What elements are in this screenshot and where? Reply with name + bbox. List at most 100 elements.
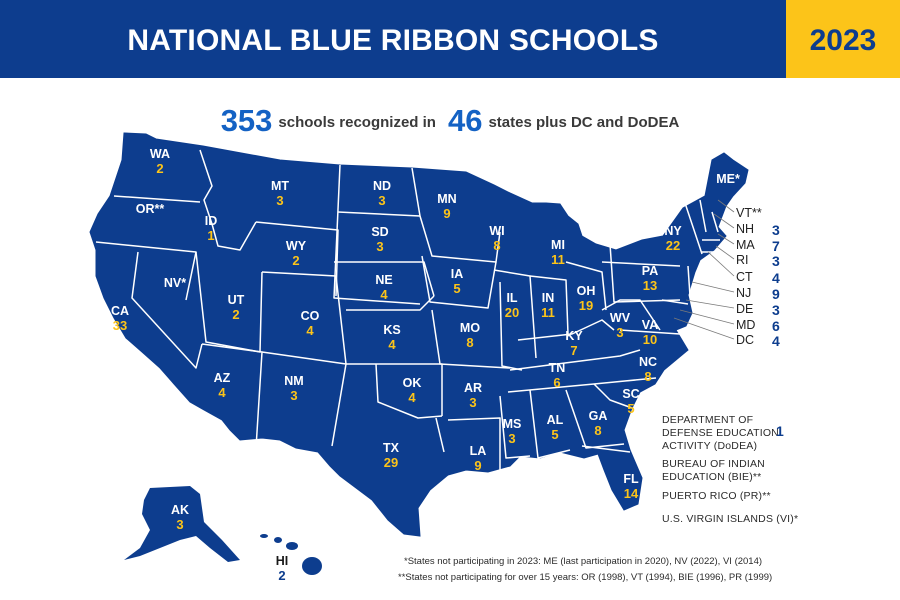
state-label-oh: OH <box>577 284 596 298</box>
state-label-wa: WA <box>150 147 170 161</box>
state-label-id: ID <box>205 214 218 228</box>
state-count-wa: 2 <box>156 161 163 176</box>
state-count-ky: 7 <box>570 343 577 358</box>
schools-text: schools recognized in <box>278 114 436 131</box>
state-label-wi: WI <box>489 224 504 238</box>
state-label-ks: KS <box>383 323 400 337</box>
state-count-ms: 3 <box>508 431 515 446</box>
state-count-ok: 4 <box>408 390 416 405</box>
bie-entry: BUREAU OF INDIAN EDUCATION (BIE)** <box>662 458 780 484</box>
northeast-row-ct: CT 4 <box>736 270 780 286</box>
northeast-row-dc: DC 4 <box>736 333 780 349</box>
state-label-ut: UT <box>228 293 245 307</box>
state-label-ar: AR <box>464 381 482 395</box>
state-count-tn: 6 <box>553 375 560 390</box>
state-count-nd: 3 <box>378 193 385 208</box>
state-count-pa: 13 <box>643 278 657 293</box>
callout-line-ct <box>707 251 735 277</box>
state-count-ks: 4 <box>388 337 396 352</box>
state-label-nc: NC <box>639 355 657 369</box>
state-label-il: IL <box>506 291 517 305</box>
state-label-ia: IA <box>451 267 464 281</box>
state-count-ga: 8 <box>594 423 601 438</box>
state-label-wy: WY <box>286 239 307 253</box>
state-count-az: 4 <box>218 385 226 400</box>
state-label-az: AZ <box>214 371 231 385</box>
callout-line-md <box>679 309 735 325</box>
state-label-hi: HI <box>276 554 289 568</box>
northeast-ma-count: 7 <box>772 238 780 254</box>
header-banner: NATIONAL BLUE RIBBON SCHOOLS 2023 <box>0 0 900 78</box>
state-count-ca: 33 <box>113 318 127 333</box>
page-title: NATIONAL BLUE RIBBON SCHOOLS <box>127 24 659 57</box>
states-text: states plus DC and DoDEA <box>488 114 680 131</box>
state-count-ia: 5 <box>453 281 460 296</box>
dodea-count: 1 <box>776 423 784 439</box>
state-label-ne: NE <box>375 273 392 287</box>
footnote-2: **States not participating for over 15 y… <box>398 572 773 583</box>
vi-entry: U.S. VIRGIN ISLANDS (VI)* <box>662 513 832 526</box>
state-label-me: ME* <box>716 172 740 186</box>
state-label-ca: CA <box>111 304 129 318</box>
state-count-sd: 3 <box>376 239 383 254</box>
state-label-mo: MO <box>460 321 480 335</box>
callout-line-dc <box>673 317 735 340</box>
state-count-ne: 4 <box>380 287 388 302</box>
northeast-dc-count: 4 <box>772 333 780 349</box>
state-label-tx: TX <box>383 441 400 455</box>
state-label-ga: GA <box>589 409 608 423</box>
state-count-nc: 8 <box>644 369 651 384</box>
bie-label: BUREAU OF INDIAN EDUCATION (BIE)** <box>662 458 765 483</box>
state-label-wv: WV <box>610 311 631 325</box>
state-count-mn: 9 <box>443 206 450 221</box>
northeast-nj-count: 9 <box>772 286 780 302</box>
state-count-wy: 2 <box>292 253 299 268</box>
northeast-md-label: MD <box>736 318 756 332</box>
state-count-ut: 2 <box>232 307 239 322</box>
state-count-in: 11 <box>541 305 555 320</box>
alaska-shape <box>124 486 240 562</box>
state-count-tx: 29 <box>384 455 398 470</box>
year-badge: 2023 <box>786 0 900 78</box>
state-label-mn: MN <box>437 192 456 206</box>
state-count-id: 1 <box>207 228 214 243</box>
northeast-ct-label: CT <box>736 270 753 284</box>
state-count-mo: 8 <box>466 335 473 350</box>
state-label-nv: NV* <box>164 276 186 290</box>
state-label-ky: KY <box>565 329 583 343</box>
northeast-ri-count: 3 <box>772 253 780 269</box>
callout-lines <box>673 199 735 340</box>
state-label-ak: AK <box>171 503 189 517</box>
state-label-mt: MT <box>271 179 289 193</box>
state-label-in: IN <box>542 291 555 305</box>
callout-line-vt <box>717 199 735 213</box>
northeast-row-nj: NJ 9 <box>736 286 780 302</box>
callout-line-nh <box>713 213 735 229</box>
hawaii-shape <box>260 534 322 575</box>
callout-line-ri <box>715 245 735 260</box>
state-label-sc: SC <box>622 387 639 401</box>
state-count-al: 5 <box>551 427 558 442</box>
states-count: 46 <box>447 103 483 138</box>
us-outline <box>89 132 749 537</box>
pr-entry: PUERTO RICO (PR)** <box>662 490 822 503</box>
state-count-co: 4 <box>306 323 314 338</box>
state-label-sd: SD <box>371 225 388 239</box>
state-label-co: CO <box>301 309 320 323</box>
state-count-ny: 22 <box>666 238 680 253</box>
northeast-nj-label: NJ <box>736 286 752 300</box>
northeast-vt-label: VT** <box>736 206 762 220</box>
northeast-ma-label: MA <box>736 238 755 252</box>
northeast-row-de: DE 3 <box>736 302 780 318</box>
northeast-row-md: MD 6 <box>736 318 780 334</box>
footnote-1: *States not participating in 2023: ME (l… <box>404 556 763 567</box>
northeast-md-count: 6 <box>772 318 780 334</box>
state-count-nm: 3 <box>290 388 297 403</box>
northeast-de-label: DE <box>736 302 754 316</box>
vi-label: U.S. VIRGIN ISLANDS (VI)* <box>662 513 799 525</box>
state-label-al: AL <box>547 413 564 427</box>
callout-line-ma <box>717 233 735 245</box>
state-label-ny: NY <box>664 224 682 238</box>
